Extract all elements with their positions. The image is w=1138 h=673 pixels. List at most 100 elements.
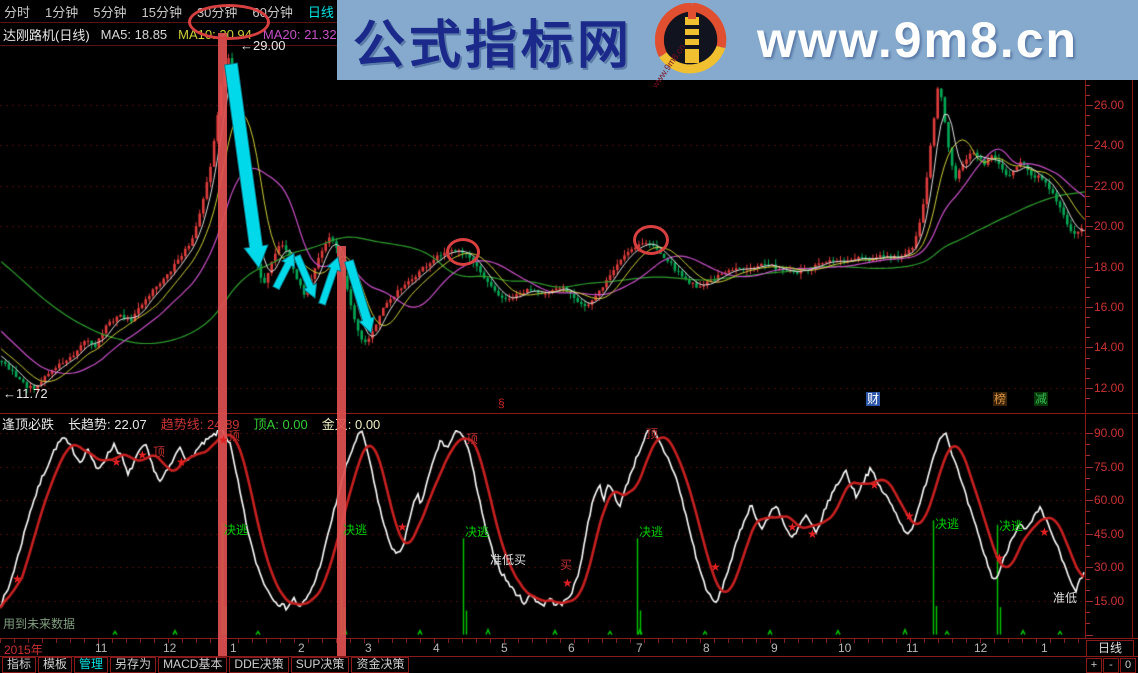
star-marker: ★ [994, 551, 1005, 566]
indicator-axis-label: 30.00 [1094, 560, 1125, 575]
price-axis-tick [1086, 297, 1090, 298]
indicator-axis-tick [1086, 523, 1090, 524]
month-label: 10 [838, 641, 852, 655]
signal-escape-label: 决逃 [935, 517, 960, 531]
signal-escape-label: 决逃 [343, 523, 368, 537]
indicator-axis-tick [1086, 478, 1090, 479]
price-axis-tick [1086, 236, 1090, 237]
low-price-label: ←11.72 [3, 386, 48, 401]
toolbar-模板[interactable]: 模板 [38, 657, 73, 673]
star-marker: ★ [710, 560, 721, 575]
indicator-axis-label: 90.00 [1094, 426, 1125, 440]
month-label: 6 [568, 641, 575, 655]
price-axis-tick [1086, 95, 1090, 96]
indicator-axis-tick [1086, 590, 1090, 591]
signal-escape-label: 决逃 [999, 519, 1024, 533]
price-axis-tick [1086, 176, 1090, 177]
month-label: 12 [974, 641, 988, 655]
zoom-button-0[interactable]: 0 [1120, 658, 1136, 673]
menu-item-日线[interactable]: 日线 [307, 4, 334, 20]
watermark-logo: www.9m8.cn [650, 2, 729, 90]
price-axis-tick [1086, 125, 1090, 126]
price-axis-tick [1086, 186, 1093, 187]
peak-price-label: ←29.00 [240, 38, 286, 53]
signal-escape-label: 决逃 [224, 523, 249, 537]
indicator-axis-tick [1086, 601, 1093, 602]
price-axis-tick [1086, 216, 1090, 217]
price-axis-label: 14.00 [1094, 340, 1125, 355]
event-marker[interactable]: 财 [866, 392, 881, 406]
price-axis-tick [1086, 135, 1090, 136]
event-marker[interactable]: 榜 [993, 392, 1008, 406]
price-axis-tick [1086, 206, 1090, 207]
axis-border-right [1132, 46, 1133, 638]
month-label: 12 [163, 641, 177, 655]
event-marker[interactable]: § [498, 396, 505, 410]
toolbar-管理[interactable]: 管理 [74, 657, 109, 673]
toolbar-DDE决策[interactable]: DDE决策 [229, 657, 289, 673]
signal-buy-label: 买 [560, 558, 573, 572]
period-indicator[interactable]: 日线 [1086, 640, 1134, 657]
price-axis-tick [1086, 287, 1090, 288]
price-axis-tick [1086, 307, 1093, 308]
price-axis-tick [1086, 226, 1093, 227]
month-label: 2 [298, 641, 305, 655]
watermark-site-name: 公式指标网 [353, 16, 634, 75]
menu-item-1分钟[interactable]: 1分钟 [45, 4, 79, 20]
star-marker: ★ [562, 576, 573, 591]
toolbar-指标[interactable]: 指标 [2, 657, 37, 673]
signal-top-label: 顶 [466, 432, 479, 446]
future-data-note: 用到未来数据 [3, 617, 76, 631]
price-axis-tick [1086, 368, 1090, 369]
indicator-long-trend: 长趋势: 22.07 [68, 416, 147, 432]
toolbar-MACD基本[interactable]: MACD基本 [158, 657, 228, 673]
star-marker: ★ [137, 448, 148, 463]
menu-item-5分钟[interactable]: 5分钟 [93, 4, 127, 20]
signal-pre-low-buy-label: 准低买 [490, 553, 527, 567]
price-axis-tick [1086, 317, 1090, 318]
price-axis-tick [1086, 347, 1093, 348]
price-axis-tick [1086, 105, 1093, 106]
month-label: 11 [95, 641, 108, 655]
menu-item-15分钟[interactable]: 15分钟 [141, 4, 182, 20]
toolbar-SUP决策[interactable]: SUP决策 [290, 657, 350, 673]
indicator-canvas[interactable] [0, 430, 1085, 638]
toolbar-另存为[interactable]: 另存为 [110, 657, 157, 673]
price-axis-tick [1086, 257, 1090, 258]
price-axis-tick [1086, 337, 1090, 338]
indicator-axis-tick [1086, 545, 1090, 546]
date-axis-ticks [0, 639, 1085, 643]
highlight-circle [446, 238, 480, 266]
signal-top-label: 顶 [646, 427, 659, 441]
ma20-value: MA20: 21.32 [262, 27, 337, 42]
event-marker[interactable]: 减 [1034, 392, 1049, 406]
zoom-button-+[interactable]: + [1086, 658, 1102, 673]
price-axis-label: 12.00 [1094, 380, 1125, 395]
indicator-axis-tick [1086, 612, 1090, 613]
toolbar-资金决策[interactable]: 资金决策 [351, 657, 410, 673]
zoom-button--[interactable]: - [1103, 658, 1119, 673]
menu-item-分时[interactable]: 分时 [4, 4, 31, 20]
ma5-value: MA5: 18.85 [100, 27, 168, 42]
axis-border-left [1085, 46, 1086, 638]
watermark-url: www.9m8.cn [757, 12, 1079, 68]
year-label: 2015年 [4, 643, 43, 657]
indicator-top-a: 顶A: 0.00 [253, 416, 308, 432]
month-label: 3 [365, 641, 372, 655]
indicator-header: 逢顶必跌 长趋势: 22.07 趋势线: 24.89 顶A: 0.00 金叉: … [2, 415, 394, 432]
price-axis-label: 26.00 [1094, 98, 1125, 112]
price-axis-tick [1086, 267, 1093, 268]
month-label: 8 [703, 641, 710, 655]
price-axis-tick [1086, 166, 1090, 167]
price-axis-tick [1086, 277, 1090, 278]
highlight-band [218, 33, 227, 656]
price-axis-tick [1086, 156, 1090, 157]
star-marker: ★ [111, 455, 122, 470]
indicator-golden-cross: 金叉: 0.00 [321, 416, 381, 432]
main-chart-canvas[interactable] [0, 46, 1085, 410]
indicator-axis-tick [1086, 467, 1093, 468]
star-marker: ★ [904, 508, 915, 523]
indicator-axis-label: 45.00 [1094, 526, 1125, 541]
logo-emblem-icon [654, 2, 727, 74]
